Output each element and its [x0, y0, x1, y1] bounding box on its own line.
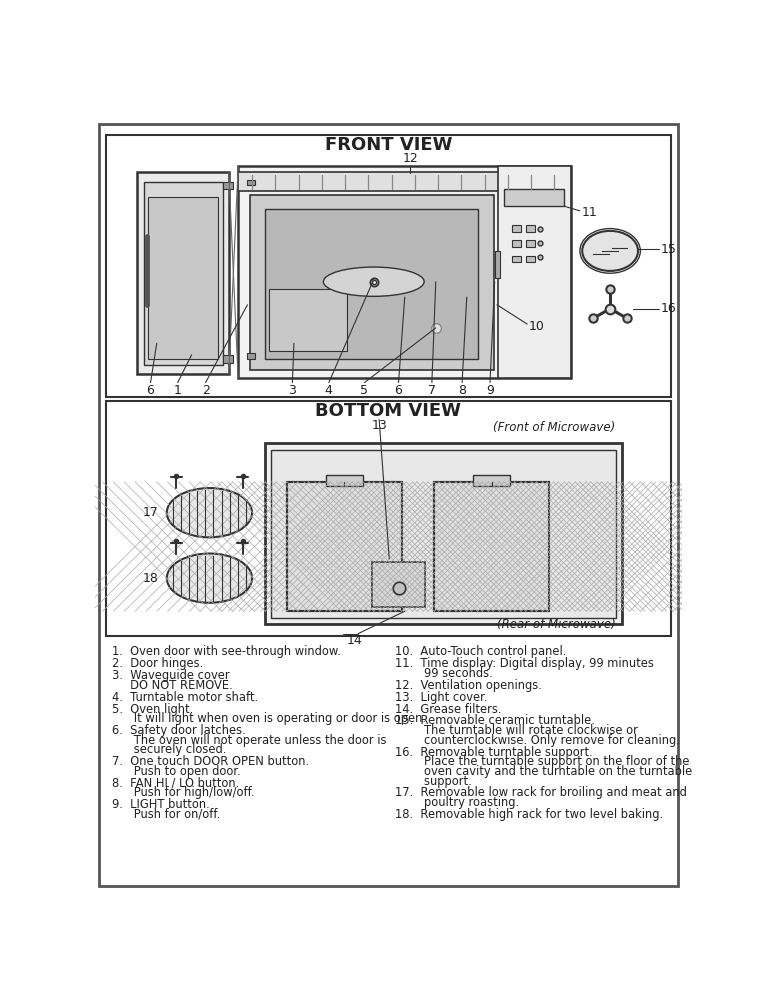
- Bar: [434, 482, 549, 611]
- Text: 2: 2: [202, 384, 209, 397]
- Ellipse shape: [324, 267, 424, 296]
- Text: 99 seconds.: 99 seconds.: [396, 667, 493, 680]
- Bar: [149, 197, 218, 359]
- Text: 4.  Turntable motor shaft.: 4. Turntable motor shaft.: [111, 691, 258, 704]
- Bar: [105, 135, 672, 397]
- Ellipse shape: [167, 488, 252, 537]
- Bar: [271, 450, 615, 618]
- Text: 7.  One touch DOOR OPEN button.: 7. One touch DOOR OPEN button.: [111, 755, 309, 768]
- Text: oven cavity and the turntable on the turntable: oven cavity and the turntable on the tur…: [396, 765, 693, 778]
- Bar: [223, 355, 233, 363]
- Text: DO NOT REMOVE.: DO NOT REMOVE.: [111, 679, 233, 692]
- Text: 11: 11: [581, 206, 597, 219]
- Text: The oven will not operate unless the door is: The oven will not operate unless the doo…: [111, 734, 387, 747]
- Text: 4: 4: [325, 384, 333, 397]
- Bar: [504, 189, 565, 206]
- Text: Place the turntable support on the floor of the: Place the turntable support on the floor…: [396, 755, 690, 768]
- Text: 12.  Ventilation openings.: 12. Ventilation openings.: [396, 679, 542, 692]
- Text: 9: 9: [486, 384, 494, 397]
- Text: 3.  Waveguide cover: 3. Waveguide cover: [111, 669, 230, 682]
- Bar: [238, 166, 572, 378]
- Text: 18: 18: [143, 572, 158, 585]
- Bar: [473, 475, 510, 486]
- Text: 6: 6: [146, 384, 155, 397]
- Text: 18.  Removable high rack for two level baking.: 18. Removable high rack for two level ba…: [396, 808, 663, 821]
- Text: The turntable will rotate clockwise or: The turntable will rotate clockwise or: [396, 724, 638, 737]
- Text: Push for high/low/off.: Push for high/low/off.: [111, 786, 254, 799]
- Ellipse shape: [582, 231, 638, 271]
- Text: counterclockwise. Only remove for cleaning.: counterclockwise. Only remove for cleani…: [396, 734, 681, 747]
- Bar: [326, 475, 363, 486]
- Bar: [525, 256, 535, 262]
- Text: 5.  Oven light.: 5. Oven light.: [111, 703, 193, 716]
- Text: 17: 17: [143, 506, 158, 519]
- Bar: [137, 172, 229, 374]
- Text: 12: 12: [402, 152, 418, 165]
- Text: 1.  Oven door with see-through window.: 1. Oven door with see-through window.: [111, 645, 340, 658]
- Bar: [372, 562, 425, 607]
- Bar: [512, 225, 521, 232]
- Text: 10.  Auto-Touch control panel.: 10. Auto-Touch control panel.: [396, 645, 567, 658]
- Text: Push to open door.: Push to open door.: [111, 765, 240, 778]
- Bar: [249, 195, 494, 370]
- Text: 13.  Light cover.: 13. Light cover.: [396, 691, 488, 704]
- Bar: [287, 482, 402, 611]
- Text: 7: 7: [428, 384, 436, 397]
- Text: 16.  Removable turntable support.: 16. Removable turntable support.: [396, 746, 594, 759]
- Bar: [223, 182, 233, 189]
- Text: 16: 16: [660, 302, 676, 315]
- Bar: [434, 482, 549, 611]
- Text: 10: 10: [529, 320, 545, 333]
- Bar: [105, 401, 672, 636]
- Text: (Rear of Microwave): (Rear of Microwave): [496, 618, 615, 631]
- Bar: [525, 225, 535, 232]
- Text: FRONT VIEW: FRONT VIEW: [324, 136, 453, 154]
- Text: 6: 6: [395, 384, 402, 397]
- Bar: [512, 240, 521, 247]
- Bar: [238, 172, 572, 191]
- Bar: [498, 166, 572, 378]
- Bar: [512, 256, 521, 262]
- Bar: [265, 209, 478, 359]
- Text: 15: 15: [660, 243, 676, 256]
- Text: 13: 13: [371, 419, 387, 432]
- Bar: [525, 240, 535, 247]
- Text: 9.  LIGHT button.: 9. LIGHT button.: [111, 798, 209, 811]
- Text: 14: 14: [346, 634, 362, 647]
- Text: support.: support.: [396, 774, 472, 788]
- Text: It will light when oven is operating or door is open.: It will light when oven is operating or …: [111, 712, 426, 725]
- Text: 8: 8: [458, 384, 466, 397]
- Bar: [495, 251, 500, 278]
- Text: 14.  Grease filters.: 14. Grease filters.: [396, 703, 502, 716]
- Bar: [269, 289, 346, 351]
- Text: BOTTOM VIEW: BOTTOM VIEW: [315, 402, 462, 420]
- Text: poultry roasting.: poultry roasting.: [396, 796, 519, 809]
- Text: 3: 3: [289, 384, 296, 397]
- Text: 2.  Door hinges.: 2. Door hinges.: [111, 657, 203, 670]
- Text: 11.  Time display: Digital display, 99 minutes: 11. Time display: Digital display, 99 mi…: [396, 657, 654, 670]
- Text: 1: 1: [174, 384, 182, 397]
- Bar: [247, 180, 255, 185]
- Ellipse shape: [167, 554, 252, 603]
- Text: Push for on/off.: Push for on/off.: [111, 808, 220, 821]
- Text: 8.  FAN HI / LO button.: 8. FAN HI / LO button.: [111, 777, 239, 790]
- Text: (Front of Microwave): (Front of Microwave): [493, 422, 615, 434]
- Text: 6.  Safety door latches.: 6. Safety door latches.: [111, 724, 246, 737]
- Text: 15.  Removable ceramic turntable.: 15. Removable ceramic turntable.: [396, 714, 595, 727]
- Text: 5: 5: [361, 384, 368, 397]
- Bar: [143, 182, 223, 365]
- Bar: [247, 353, 255, 359]
- Bar: [265, 443, 622, 624]
- Bar: [287, 482, 402, 611]
- Text: 17.  Removable low rack for broiling and meat and: 17. Removable low rack for broiling and …: [396, 786, 688, 799]
- Text: securely closed.: securely closed.: [111, 743, 226, 756]
